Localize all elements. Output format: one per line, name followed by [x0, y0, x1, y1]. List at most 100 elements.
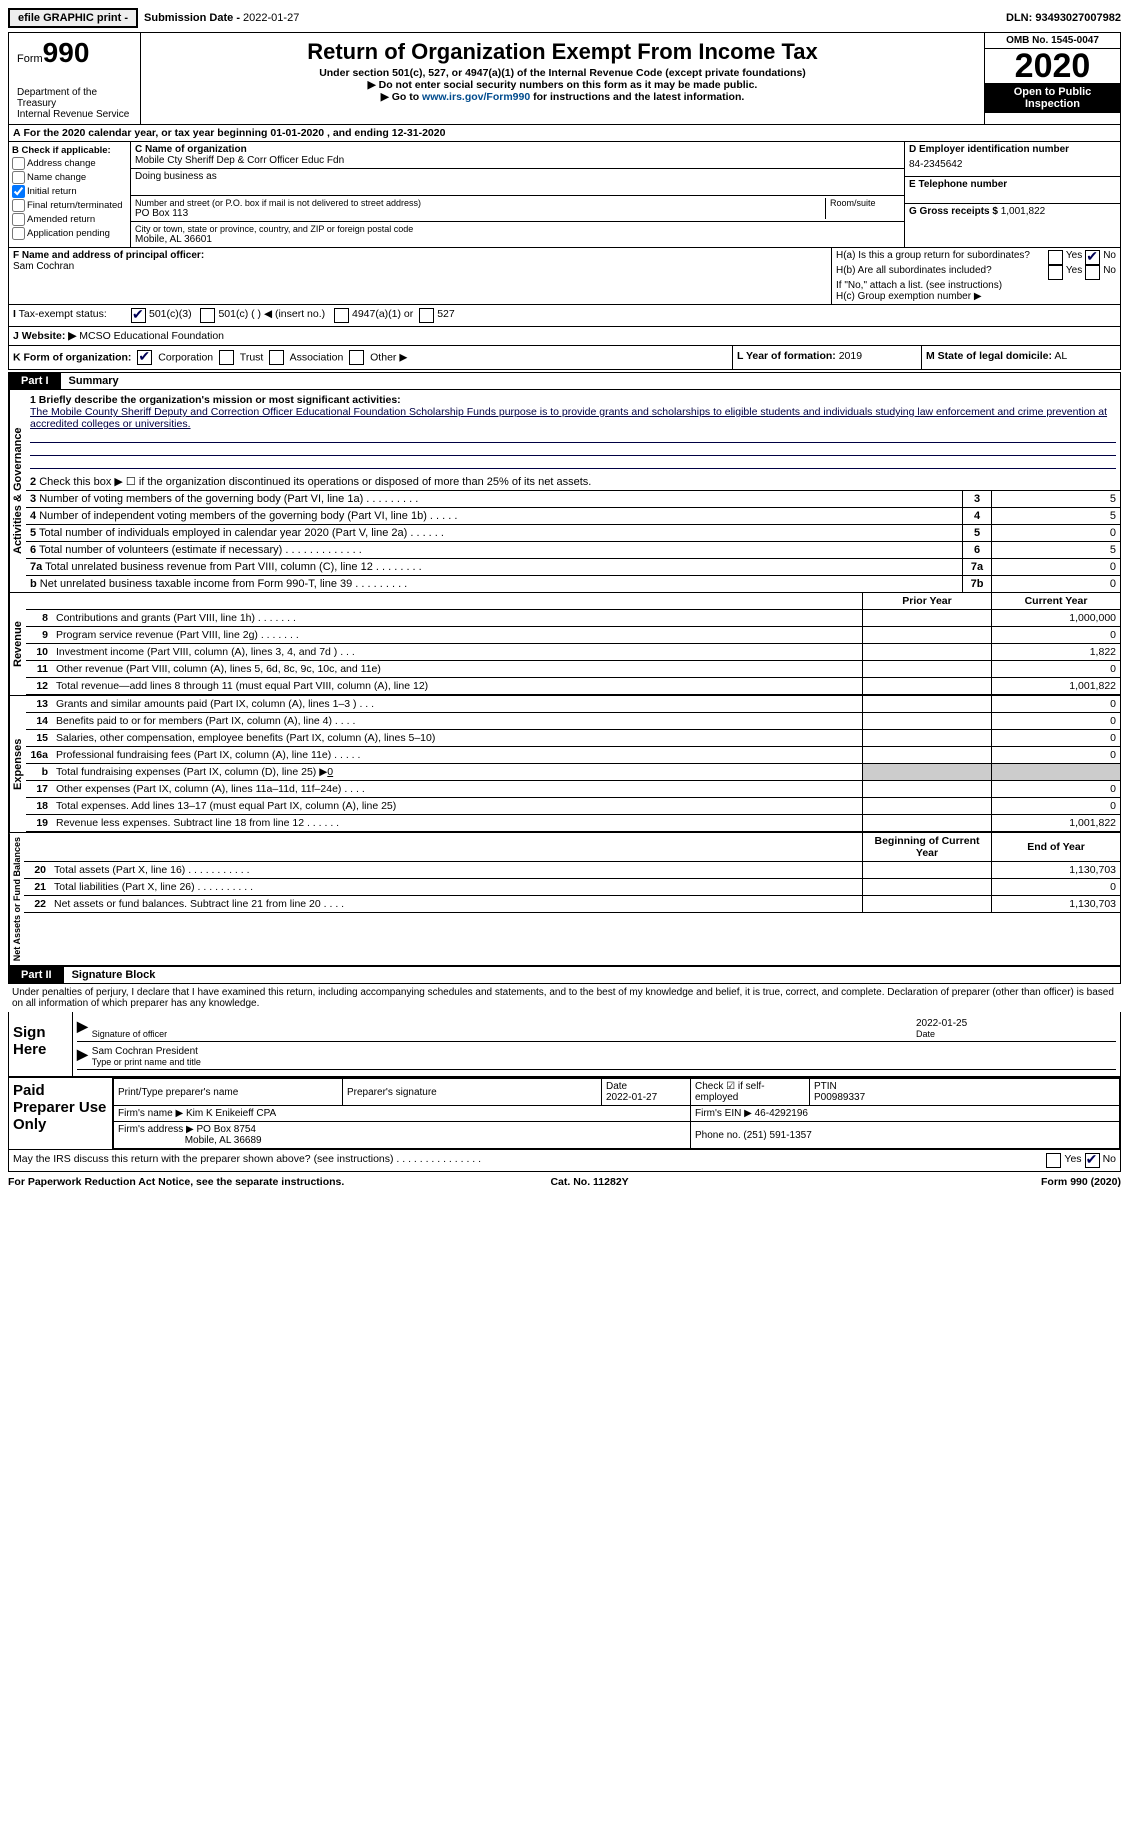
date-label: Date — [916, 1029, 1116, 1039]
l19: Revenue less expenses. Subtract line 18 … — [52, 815, 863, 832]
cb-assoc[interactable] — [269, 350, 284, 365]
firm-ein-label: Firm's EIN ▶ — [695, 1108, 752, 1119]
discuss-no[interactable] — [1085, 1153, 1100, 1168]
hdr-beg: Beginning of Current Year — [863, 833, 992, 862]
firm-phone: (251) 591-1357 — [743, 1130, 811, 1141]
cb-initial-return[interactable]: Initial return — [12, 185, 127, 198]
open-to-public: Open to Public Inspection — [985, 83, 1120, 113]
hb-label: H(b) Are all subordinates included? — [836, 265, 1045, 280]
l1-label: 1 Briefly describe the organization's mi… — [30, 394, 401, 406]
m-label: M State of legal domicile: — [926, 350, 1052, 362]
form-title: Return of Organization Exempt From Incom… — [145, 39, 980, 65]
c12: 1,001,822 — [992, 678, 1121, 695]
gross-receipts: 1,001,822 — [1001, 206, 1046, 217]
side-revenue: Revenue — [9, 593, 26, 695]
cb-name-change[interactable]: Name change — [12, 171, 127, 184]
l2: Check this box ▶ ☐ if the organization d… — [39, 476, 591, 488]
l16bv: 0 — [327, 766, 333, 778]
prep-date: 2022-01-27 — [606, 1092, 657, 1103]
cb-final-return[interactable]: Final return/terminated — [12, 199, 127, 212]
l10: Investment income (Part VIII, column (A)… — [52, 644, 863, 661]
l14: Benefits paid to or for members (Part IX… — [52, 713, 863, 730]
cb-app-pending[interactable]: Application pending — [12, 227, 127, 240]
v7b: 0 — [991, 576, 1120, 592]
hc-label: H(c) Group exemption number ▶ — [836, 291, 1116, 302]
c15: 0 — [992, 730, 1121, 747]
perjury-statement: Under penalties of perjury, I declare th… — [8, 984, 1121, 1012]
j-label: Website: ▶ — [22, 330, 77, 342]
part1-name: Summary — [61, 373, 127, 389]
cb-other[interactable] — [349, 350, 364, 365]
ha-yes[interactable] — [1048, 250, 1063, 265]
cb-amended[interactable]: Amended return — [12, 213, 127, 226]
v4: 5 — [991, 508, 1120, 524]
form-subtitle: Under section 501(c), 527, or 4947(a)(1)… — [145, 67, 980, 79]
paid-preparer-label: Paid Preparer Use Only — [9, 1078, 113, 1149]
c8: 1,000,000 — [992, 610, 1121, 627]
sign-here-label: Sign Here — [9, 1012, 73, 1076]
discuss-question: May the IRS discuss this return with the… — [13, 1153, 1043, 1168]
v3: 5 — [991, 491, 1120, 507]
cb-corp[interactable] — [137, 350, 152, 365]
street-address: PO Box 113 — [135, 208, 825, 219]
l20: Total assets (Part X, line 16) . . . . .… — [50, 862, 863, 879]
v7a: 0 — [991, 559, 1120, 575]
dba-label: Doing business as — [135, 171, 900, 182]
ha-no[interactable] — [1085, 250, 1100, 265]
cb-address-change[interactable]: Address change — [12, 157, 127, 170]
city-label: City or town, state or province, country… — [135, 224, 900, 234]
efile-print-button[interactable]: efile GRAPHIC print - — [8, 8, 138, 28]
l15: Salaries, other compensation, employee b… — [52, 730, 863, 747]
side-governance: Activities & Governance — [9, 390, 26, 592]
l12: Total revenue—add lines 8 through 11 (mu… — [52, 678, 863, 695]
cb-trust[interactable] — [219, 350, 234, 365]
irs-link[interactable]: www.irs.gov/Form990 — [422, 91, 530, 103]
year-formation: 2019 — [839, 350, 862, 362]
l7a: Total unrelated business revenue from Pa… — [45, 561, 422, 573]
c13: 0 — [992, 696, 1121, 713]
l21: Total liabilities (Part X, line 26) . . … — [50, 879, 863, 896]
discuss-yes[interactable] — [1046, 1153, 1061, 1168]
city-state-zip: Mobile, AL 36601 — [135, 234, 900, 245]
hb-yes[interactable] — [1048, 265, 1063, 280]
c19: 1,001,822 — [992, 815, 1121, 832]
e21: 0 — [992, 879, 1121, 896]
state-domicile: AL — [1054, 350, 1067, 362]
hb-no[interactable] — [1085, 265, 1100, 280]
v6: 5 — [991, 542, 1120, 558]
submission-date-label: Submission Date - 2022-01-27 — [144, 12, 299, 24]
phone-label: E Telephone number — [909, 179, 1007, 190]
side-expenses: Expenses — [9, 696, 26, 832]
c11: 0 — [992, 661, 1121, 678]
l6: Total number of volunteers (estimate if … — [39, 544, 362, 556]
tax-year: 2020 — [985, 49, 1120, 83]
ha-label: H(a) Is this a group return for subordin… — [836, 250, 1045, 265]
form-header: Form990 Department of the Treasury Inter… — [8, 32, 1121, 125]
firm-addr-label: Firm's address ▶ — [118, 1124, 194, 1135]
prep-name-label: Print/Type preparer's name — [114, 1079, 343, 1106]
hdr-end: End of Year — [992, 833, 1121, 862]
h-note: If "No," attach a list. (see instruction… — [836, 280, 1116, 291]
l8: Contributions and grants (Part VIII, lin… — [52, 610, 863, 627]
internal-revenue-service: Internal Revenue Service — [17, 109, 132, 120]
ptin: P00989337 — [814, 1092, 865, 1103]
e22: 1,130,703 — [992, 896, 1121, 913]
l13: Grants and similar amounts paid (Part IX… — [52, 696, 863, 713]
cb-4947[interactable] — [334, 308, 349, 323]
form-footer: Form 990 (2020) — [1041, 1176, 1121, 1188]
ssn-warning: ▶ Do not enter social security numbers o… — [145, 79, 980, 91]
c10: 1,822 — [992, 644, 1121, 661]
b-header: B Check if applicable: — [12, 145, 111, 156]
l9: Program service revenue (Part VIII, line… — [52, 627, 863, 644]
prep-date-label: Date — [606, 1081, 627, 1092]
hdr-curr: Current Year — [992, 593, 1121, 610]
ptin-label: PTIN — [814, 1081, 837, 1092]
cb-527[interactable] — [419, 308, 434, 323]
cat-no: Cat. No. 11282Y — [550, 1176, 628, 1188]
section-h: H(a) Is this a group return for subordin… — [832, 248, 1120, 304]
c17: 0 — [992, 781, 1121, 798]
cb-501c3[interactable] — [131, 308, 146, 323]
l-label: L Year of formation: — [737, 350, 836, 362]
firm-name-label: Firm's name ▶ — [118, 1108, 183, 1119]
cb-501c[interactable] — [200, 308, 215, 323]
